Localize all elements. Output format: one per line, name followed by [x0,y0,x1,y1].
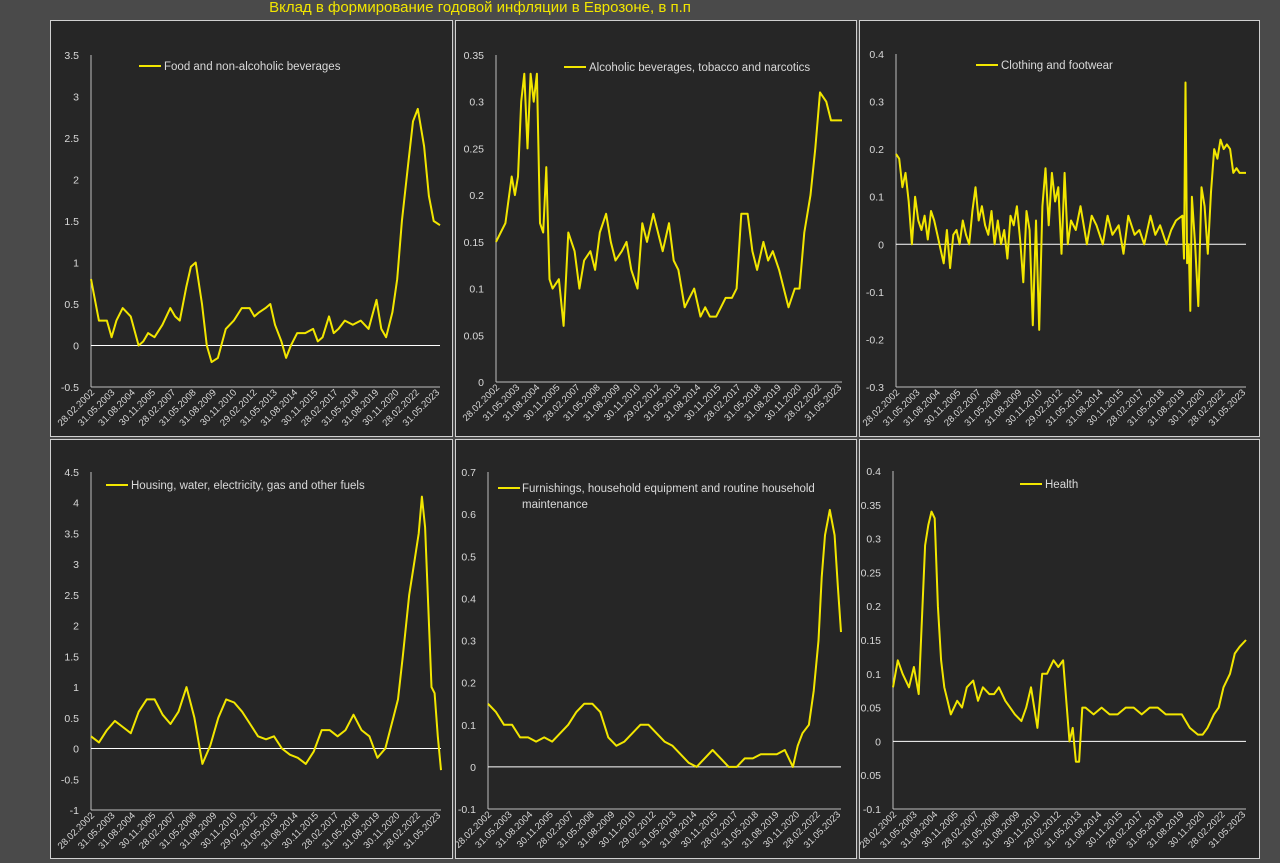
series-line [892,510,1247,763]
y-tick-label: -0.1 [866,287,884,299]
chart-health: -0.1-0.0500.050.10.150.20.250.30.350.428… [857,466,1248,851]
legend-label: Furnishings, household equipment and rou… [522,483,815,495]
y-tick-label: -0.2 [866,334,884,346]
y-tick-label: 3.5 [64,528,79,540]
legend-label-line2: maintenance [522,499,588,511]
y-tick-label: 3 [73,92,79,104]
y-tick-label: 0.3 [866,534,881,546]
y-tick-label: 0.1 [866,669,881,681]
y-tick-label: 0.3 [461,636,476,648]
y-tick-label: -0.5 [61,774,79,786]
y-tick-label: 0 [470,762,476,774]
y-tick-label: 0.4 [866,466,881,478]
page-title: Вклад в формирование годовой инфляции в … [269,0,691,16]
y-tick-label: 2 [73,621,79,633]
y-tick-label: 0.1 [869,192,884,204]
y-tick-label: 0.25 [861,567,882,579]
chart-panel-health: -0.1-0.0500.050.10.150.20.250.30.350.428… [857,439,1260,859]
y-tick-label: 0.35 [464,50,485,62]
y-tick-label: 0.05 [861,703,882,715]
y-tick-label: 0.25 [464,143,485,155]
legend-label: Health [1045,479,1078,491]
chart-panel-furnishings: -0.1 0 0.1 0.2 0.3 0.4 0.5 0.6 0.7 28.02.2002 31.0… [453,439,857,859]
y-tick-label: 0.1 [461,720,476,732]
y-tick-label: 0.3 [469,97,484,109]
y-tick-label: 0.4 [869,49,884,61]
y-tick-label: 2.5 [64,590,79,602]
y-tick-label: 0.7 [461,467,476,479]
y-tick-label: 0.2 [461,678,476,690]
y-tick-label: 2 [73,175,79,187]
y-tick-label: -1 [70,805,79,817]
y-tick-label: 0.2 [869,144,884,156]
y-tick-label: 0.15 [464,237,485,249]
y-tick-label: 3 [73,559,79,571]
chart-furnishings: -0.100.10.20.30.40.50.60.728.02.200231.0… [453,467,843,851]
y-tick-label: 1 [73,682,79,694]
chart-panel-housing: -1 -0.5 0 0.5 1 1.5 2 2.5 3 3.5 4 4.5 28.02.2002 31.0… [50,439,453,859]
y-tick-label: 0 [73,341,79,353]
y-tick-label: 0.05 [464,330,485,342]
chart-housing-utilities: -1-0.500.511.522.533.544.528.02.200231.0… [56,467,443,852]
y-tick-label: 0.5 [64,299,79,311]
y-tick-label: 0.5 [461,551,476,563]
series-line [487,508,842,768]
legend-label: Alcoholic beverages, tobacco and narcoti… [589,62,810,74]
y-tick-label: 1 [73,258,79,270]
series-line [90,495,442,771]
y-tick-label: 1.5 [64,651,79,663]
y-tick-label: 0.35 [861,500,882,512]
y-tick-label: 1.5 [64,216,79,228]
series-line [90,107,441,364]
y-tick-label: 0 [878,239,884,251]
chart-clothing-footwear: -0.3-0.2-0.100.10.20.30.428.02.200231.05… [861,49,1248,429]
series-line [495,72,842,327]
y-tick-label: 0 [875,736,881,748]
legend-label: Food and non-alcoholic beverages [164,61,341,73]
y-tick-label: 0 [73,744,79,756]
y-tick-label: 3.5 [64,50,79,62]
y-tick-label: 0.15 [861,635,882,647]
y-tick-label: 0.2 [866,601,881,613]
chart-panel-food: -0.5 0 0.5 1 1.5 2 2.5 3 3.5 28.02.2002 31.05.2003… [50,20,453,437]
y-tick-label: 0.2 [469,190,484,202]
y-tick-label: 0.4 [461,593,476,605]
chart-food: -0.500.511.522.533.528.02.200231.05.2003… [56,50,442,429]
y-tick-label: -0.1 [458,804,476,816]
y-tick-label: 0 [478,377,484,389]
y-tick-label: 2.5 [64,133,79,145]
chart-panel-clothing: -0.3 -0.2 -0.1 0 0.1 0.2 0.3 0.4 28.02.2002 31.05… [859,20,1260,437]
y-tick-label: 0.1 [469,284,484,296]
y-tick-label: -0.3 [866,382,884,394]
y-tick-label: -0.5 [61,382,79,394]
y-tick-label: 0.6 [461,509,476,521]
y-tick-label: 0.3 [869,97,884,109]
chart-alcohol-tobacco: 00.050.10.150.20.250.30.3528.02.200231.0… [461,50,844,424]
legend-label: Housing, water, electricity, gas and oth… [131,480,365,492]
series-line [895,81,1246,331]
y-tick-label: -0.1 [863,804,881,816]
chart-panel-alcohol: 0 0.05 0.1 0.15 0.2 0.25 0.3 0.35 28.02.2002 31.0… [455,20,857,437]
y-tick-label: 4.5 [64,467,79,479]
y-tick-label: -0.05 [860,770,881,782]
y-tick-label: 4 [73,498,79,510]
y-tick-label: 0.5 [64,713,79,725]
legend-label: Clothing and footwear [1001,60,1113,72]
